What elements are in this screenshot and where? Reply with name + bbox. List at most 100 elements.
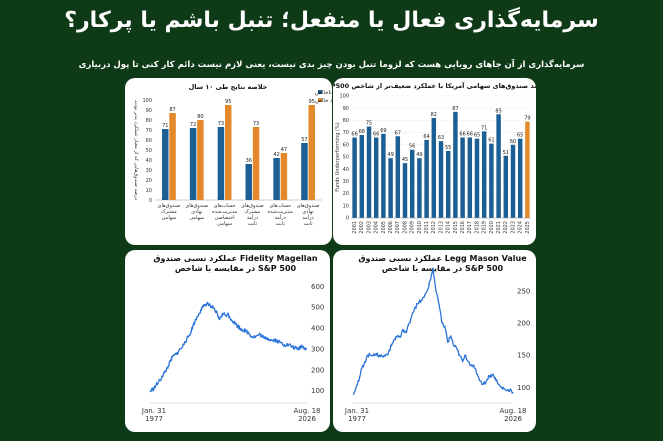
series-line	[149, 301, 308, 393]
y-tick-label: 250	[517, 287, 530, 295]
bar-value-label: 95	[309, 99, 315, 105]
legend-label: کارمزد ناخالص	[315, 89, 332, 96]
page-subtitle: سرمایه‌گذاری از آن جاهای رویایی هست که ل…	[78, 60, 585, 70]
bar	[460, 137, 465, 218]
bar	[245, 164, 253, 200]
chart-title: خلاصه نتایج طی ۱۰ سال	[189, 83, 268, 91]
x-tick-label: 2006	[388, 221, 394, 234]
y-tick-label: 30	[146, 168, 152, 174]
bar-value-label: 51	[503, 150, 509, 156]
bar-value-label: 85	[495, 108, 501, 114]
y-tick-label: 80	[343, 118, 349, 124]
x-tick-label: 2002	[359, 221, 365, 234]
bar	[409, 149, 415, 218]
y-tick-label: 600	[311, 283, 324, 291]
bar	[280, 153, 288, 200]
bar-value-label: 66	[351, 131, 357, 137]
y-tick-label: 80	[146, 118, 152, 124]
bar-value-label: 63	[438, 135, 444, 141]
category-label: حساب‌های مدیریت‌شده درآمد ثابت	[268, 203, 294, 227]
y-tick-label: 300	[311, 345, 324, 353]
y-tick-label: 100	[517, 384, 530, 392]
bar-value-label: 36	[246, 158, 252, 164]
bar	[467, 137, 473, 218]
bar-value-label: 71	[162, 123, 168, 129]
bar-value-label: 82	[431, 112, 437, 118]
bar-value-label: 55	[445, 145, 451, 151]
y-tick-label: 60	[146, 138, 152, 144]
y-tick-label: 0	[346, 216, 349, 222]
yearly-underperformance-chart: درصد صندوق‌های سهامی آمریکا با عملکرد ضع…	[333, 81, 536, 234]
x-tick-label: 2014	[446, 221, 452, 234]
y-tick-label: 40	[343, 167, 349, 173]
bar-value-label: 66	[373, 131, 379, 137]
bar	[273, 158, 280, 200]
bar	[402, 163, 408, 218]
category-label: صندوق‌های مشترک سهامی	[158, 203, 181, 221]
bar-value-label: 47	[281, 147, 287, 153]
bar-value-label: 60	[510, 139, 516, 145]
bar	[197, 120, 204, 200]
bar	[359, 135, 365, 218]
y-tick-label: 10	[343, 203, 349, 209]
x-tick-label: 2025	[525, 221, 531, 234]
y-tick-label: 70	[146, 128, 152, 134]
bar-value-label: 87	[452, 106, 458, 112]
bar	[431, 117, 437, 218]
y-tick-label: 90	[146, 108, 152, 114]
y-tick-label: 200	[517, 320, 530, 328]
bar	[417, 158, 422, 218]
page-title: سرمایه‌گذاری فعال یا منفعل؛ تنبل باشم یا…	[64, 8, 599, 33]
y-tick-label: 100	[311, 387, 324, 395]
x-tick-label: 2010	[417, 221, 423, 234]
y-tick-label: 60	[343, 142, 349, 148]
bar-value-label: 64	[423, 134, 429, 140]
bar-value-label: 79	[524, 116, 530, 122]
bar	[252, 127, 260, 200]
x-end-label: Aug. 18 2026	[293, 407, 320, 423]
y-tick-label: 400	[311, 325, 324, 333]
bar-value-label: 95	[225, 99, 231, 105]
y-tick-label: 20	[146, 178, 152, 184]
legg-mason-line-chart-panel: عملکرد نسبی صندوق Legg Mason Value در مقا…	[333, 250, 536, 432]
bar	[352, 137, 357, 218]
chart-title: درصد صندوق‌های سهامی آمریکا با عملکرد ضع…	[333, 81, 536, 90]
x-tick-label: 2016	[460, 221, 466, 234]
x-tick-label: 2011	[424, 221, 430, 234]
category-label: صندوق‌های نهادی سهامی	[185, 203, 208, 221]
y-tick-label: 90	[343, 106, 349, 112]
y-tick-label: 100	[142, 98, 152, 104]
x-tick-label: 2008	[402, 221, 408, 234]
y-tick-label: 50	[146, 148, 152, 154]
bar	[162, 129, 169, 200]
x-tick-label: 2005	[381, 221, 387, 234]
x-tick-label: 2009	[410, 221, 416, 234]
legend-swatch	[318, 90, 322, 94]
x-tick-label: 2013	[438, 221, 444, 234]
x-tick-label: 2001	[352, 221, 358, 234]
bar	[381, 133, 386, 218]
bar	[189, 128, 197, 200]
bar-value-label: 65	[517, 133, 523, 139]
bar-value-label: 71	[481, 125, 487, 131]
legend-swatch	[318, 98, 322, 102]
x-tick-label: 2007	[395, 221, 401, 234]
y-tick-label: 500	[311, 304, 324, 312]
x-tick-label: 2023	[510, 221, 516, 234]
bar	[308, 105, 315, 200]
bar	[388, 158, 393, 218]
bar-value-label: 72	[190, 122, 196, 128]
bar	[224, 105, 232, 200]
summary-bar-chart: خلاصه نتایج طی ۱۰ سال 0 10 20 30 40 50 60 70 80 90…	[133, 83, 332, 227]
x-tick-label: 2015	[453, 221, 459, 234]
bar-value-label: 69	[380, 128, 386, 134]
y-axis-label: درصد صندوق‌هایی که از معیار عملکرد بدتر …	[133, 100, 139, 200]
bar	[366, 126, 372, 218]
x-tick-label: 2004	[374, 221, 380, 234]
magellan-line-chart-panel: عملکرد نسبی صندوق Fidelity Magellan در مق…	[125, 250, 330, 432]
series-line	[352, 267, 514, 395]
x-tick-label: 2012	[431, 221, 437, 234]
bar	[525, 121, 530, 218]
bar	[373, 137, 379, 218]
y-tick-label: 150	[517, 352, 530, 360]
